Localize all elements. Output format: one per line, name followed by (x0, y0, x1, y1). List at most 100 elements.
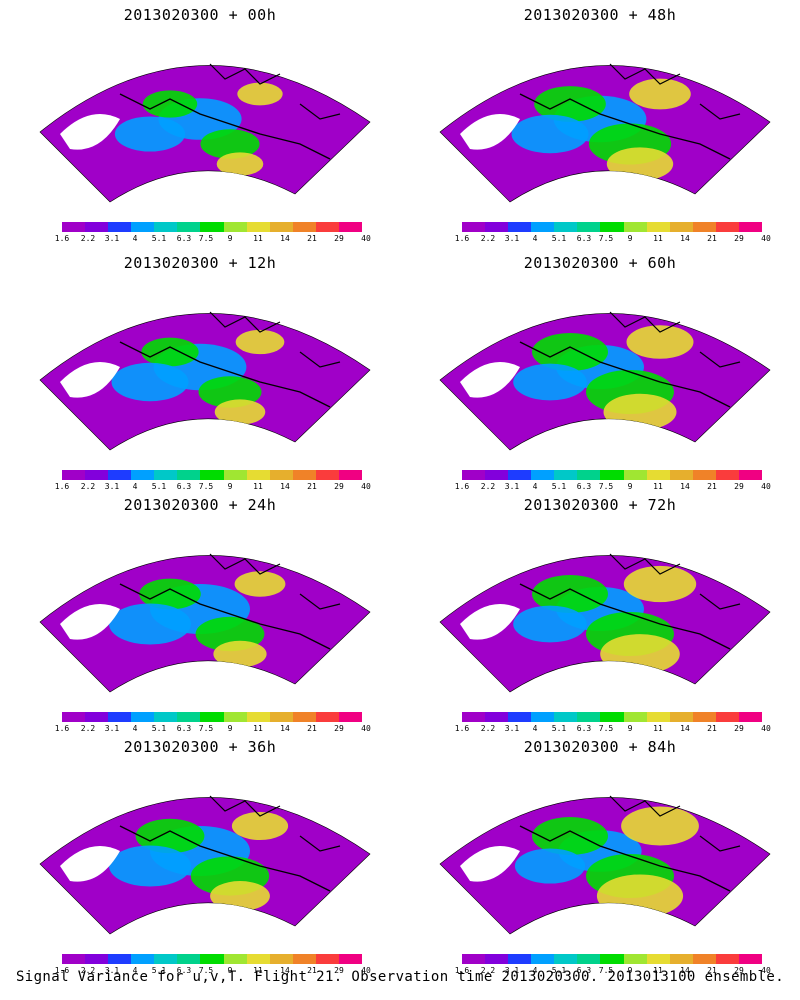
colorbar-swatch (669, 954, 693, 964)
colorbar-swatch (177, 954, 201, 964)
colorbar-swatch (223, 712, 247, 722)
colorbar-swatch (577, 954, 601, 964)
colorbar-label: 3.1 (104, 724, 120, 733)
coastline (519, 825, 731, 892)
colorbar-label: 11 (253, 724, 263, 733)
colorbar-label: 14 (280, 966, 290, 975)
colorbar-label: 40 (761, 482, 771, 491)
coastline (609, 795, 741, 852)
colorbar-swatch (200, 954, 224, 964)
colorbar-label: 29 (734, 482, 744, 491)
colorbar-swatch (600, 222, 624, 232)
colorbar-swatch (554, 222, 578, 232)
colorbar-swatch (646, 712, 670, 722)
colorbar-swatch (554, 712, 578, 722)
colorbar-label: 9 (627, 482, 633, 491)
coastline (609, 63, 741, 120)
colorbar-labels: 1.6 2.2 3.1 4 5.1 6.3 7.5 9 11 14 21 29 40 (448, 966, 771, 978)
colorbar-swatch (531, 222, 555, 232)
coastline (209, 795, 341, 852)
colorbar-swatch (485, 712, 509, 722)
colorbar-label: 11 (653, 724, 663, 733)
colorbar-label: 7.5 (598, 234, 614, 243)
colorbar-label: 14 (680, 966, 690, 975)
colorbar-swatch (246, 470, 270, 480)
colorbar-swatch (200, 222, 224, 232)
coastline (119, 93, 331, 160)
colorbar-label: 9 (227, 966, 233, 975)
colorbar-label: 29 (734, 234, 744, 243)
variance-field (600, 634, 680, 674)
colorbar-swatch (315, 712, 339, 722)
colorbar-swatch (554, 954, 578, 964)
figure-caption: Signal Variance for u,v,T. Flight 21. Ob… (15, 969, 785, 985)
colorbar-label: 6.3 (176, 482, 192, 491)
colorbar-label: 11 (253, 234, 263, 243)
variance-field (513, 605, 587, 643)
coastline (609, 553, 741, 610)
colorbar-swatch (85, 222, 109, 232)
colorbar-swatch (485, 470, 509, 480)
colorbar-label: 11 (253, 482, 263, 491)
colorbar-swatch (669, 712, 693, 722)
coastline (119, 583, 331, 650)
colorbar-swatch (715, 954, 739, 964)
colorbar-label: 11 (653, 966, 663, 975)
colorbar-label: 5.1 (551, 966, 567, 975)
colorbar-label: 7.5 (598, 724, 614, 733)
colorbar (462, 470, 763, 480)
colorbar-swatch (269, 470, 293, 480)
panel-title: 2013020300 + 12h (123, 254, 277, 272)
colorbar-label: 7.5 (598, 482, 614, 491)
colorbar-label: 9 (627, 966, 633, 975)
polar-map (439, 795, 771, 935)
colorbar-label: 3.1 (104, 482, 120, 491)
colorbar-label: 11 (253, 966, 263, 975)
colorbar-label: 14 (280, 482, 290, 491)
colorbar-swatch (531, 470, 555, 480)
colorbar-swatch (269, 222, 293, 232)
colorbar-label: 6.3 (176, 724, 192, 733)
colorbar-swatch (292, 712, 316, 722)
colorbar-label: 3.1 (104, 966, 120, 975)
map-panel: 2013020300 + 12h 1.6 2.2 3.1 4 5.1 6.3 7.5 9 11 14… (0, 248, 400, 496)
panel-title: 2013020300 + 60h (523, 254, 677, 272)
colorbar-swatch (338, 954, 363, 964)
variance-field (109, 603, 191, 645)
colorbar-swatch (485, 222, 509, 232)
colorbar-label: 9 (227, 482, 233, 491)
colorbar-swatch (108, 470, 132, 480)
missing-data-area (460, 604, 520, 640)
colorbar-swatch (131, 954, 155, 964)
colorbar-swatch (646, 954, 670, 964)
colorbar-swatch (154, 954, 178, 964)
colorbar-label: 7.5 (198, 966, 214, 975)
colorbar-swatch (338, 712, 363, 722)
colorbar-label: 6.3 (576, 482, 592, 491)
map-panel: 2013020300 + 48h 1.6 2.2 3.1 4 5.1 6.3 7.5 9 11 14… (400, 0, 800, 248)
polar-map (39, 795, 371, 935)
colorbar-label: 6.3 (576, 234, 592, 243)
colorbar-swatch (246, 222, 270, 232)
coastline (519, 93, 731, 160)
variance-field (532, 575, 608, 613)
coastline (519, 583, 731, 650)
colorbar-label: 5.1 (551, 724, 567, 733)
colorbar-swatch (577, 712, 601, 722)
colorbar-label: 2.2 (480, 482, 496, 491)
coastline (209, 553, 341, 610)
colorbar (62, 712, 363, 722)
colorbar-swatch (85, 954, 109, 964)
colorbar-label: 29 (734, 724, 744, 733)
colorbar-label: 29 (334, 234, 344, 243)
variance-field (603, 393, 677, 431)
colorbar (462, 222, 763, 232)
colorbar-swatch (692, 954, 716, 964)
colorbar-swatch (62, 712, 86, 722)
map-panel: 2013020300 + 00h 1.6 2.2 3.1 4 5.1 6.3 7.5 9 11 14… (0, 0, 400, 248)
colorbar-label: 6.3 (576, 966, 592, 975)
colorbar-swatch (246, 954, 270, 964)
colorbar-label: 9 (227, 234, 233, 243)
colorbar-swatch (623, 470, 647, 480)
variance-field (513, 363, 587, 401)
